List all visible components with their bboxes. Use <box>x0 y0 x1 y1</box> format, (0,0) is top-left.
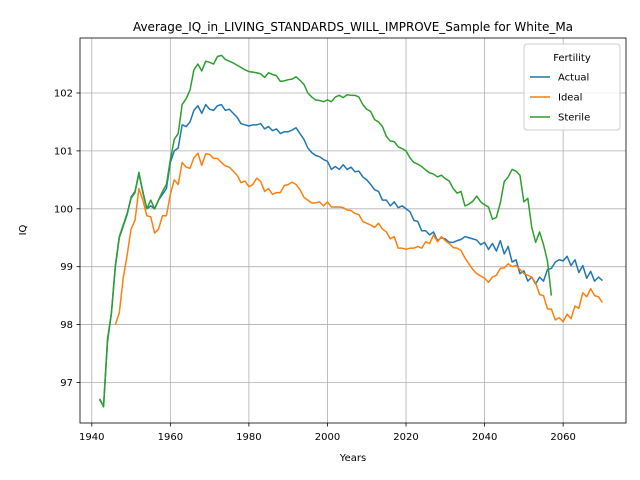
x-axis-ticks: 1940 1960 1980 2000 2020 2040 2060 <box>79 423 576 443</box>
legend-entries: Actual Ideal Sterile <box>530 73 590 124</box>
x-tick-label: 1960 <box>158 432 183 443</box>
x-tick-label: 1980 <box>236 432 261 443</box>
legend-label-sterile: Sterile <box>558 113 590 124</box>
y-tick-label: 99 <box>60 262 73 273</box>
y-tick-label: 101 <box>54 146 73 157</box>
x-tick-label: 2040 <box>472 432 497 443</box>
x-tick-label: 2060 <box>550 432 575 443</box>
legend: Fertility Actual Ideal Sterile <box>523 43 621 131</box>
x-tick-label: 1940 <box>79 432 104 443</box>
series-lines <box>98 54 604 408</box>
series-line-sterile <box>98 54 553 408</box>
x-axis-label: Years <box>339 453 366 464</box>
series-line-ideal <box>114 152 604 325</box>
legend-label-ideal: Ideal <box>558 93 582 104</box>
legend-label-actual: Actual <box>558 73 589 84</box>
y-tick-label: 100 <box>54 204 73 215</box>
x-tick-label: 2000 <box>315 432 340 443</box>
y-axis-ticks: 97 98 99 100 101 102 <box>54 89 80 389</box>
y-tick-label: 102 <box>54 89 73 100</box>
y-tick-label: 98 <box>60 320 73 331</box>
chart-title: Average_IQ_in_LIVING_STANDARDS_WILL_IMPR… <box>133 20 573 34</box>
legend-title: Fertility <box>553 53 591 64</box>
y-tick-label: 97 <box>60 378 73 389</box>
legend-box <box>523 43 621 131</box>
x-tick-label: 2020 <box>393 432 418 443</box>
plot-area-frame <box>79 37 627 424</box>
grid <box>80 38 626 423</box>
y-axis-label: IQ <box>18 224 29 235</box>
